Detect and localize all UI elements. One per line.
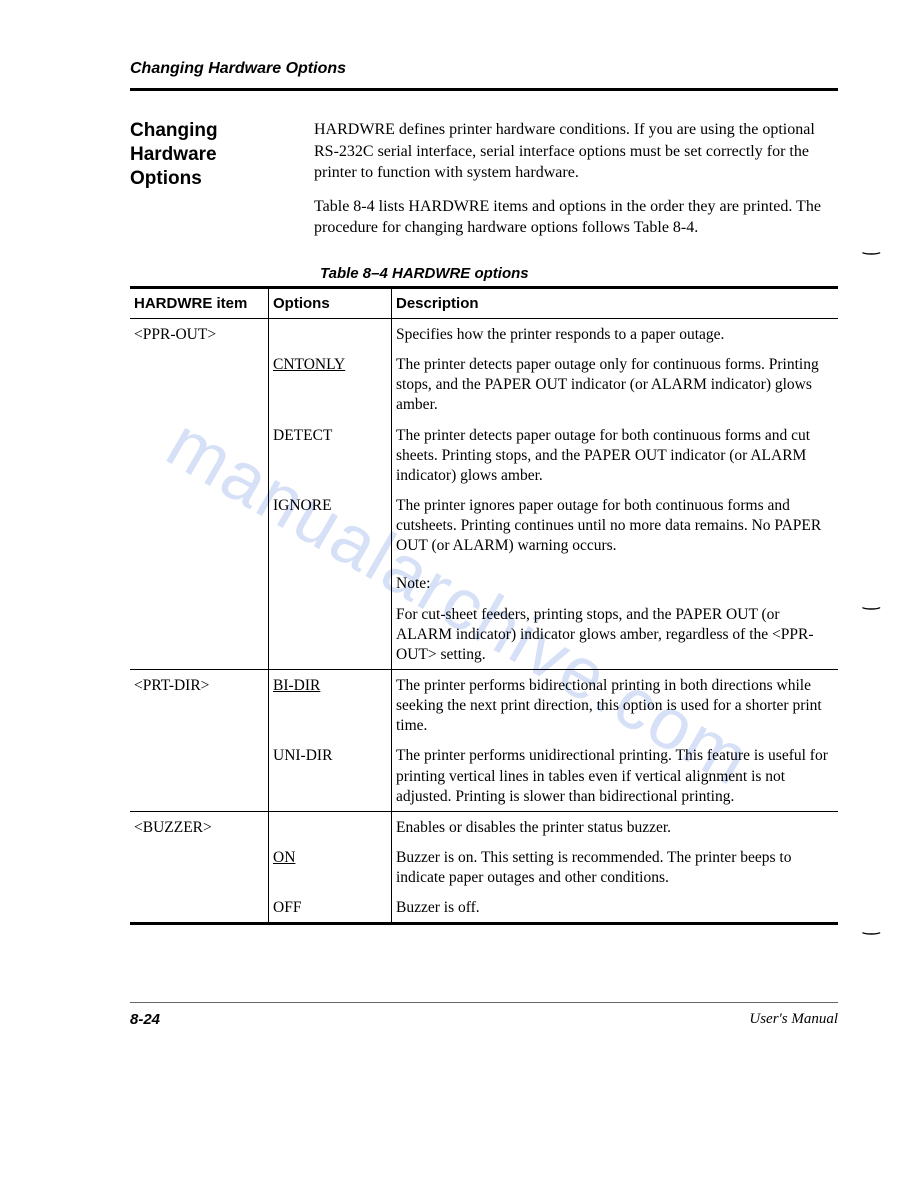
cell-item: [130, 420, 269, 490]
cell-option: [269, 599, 392, 670]
cell-item: [130, 490, 269, 560]
cell-item: <PPR-OUT>: [130, 318, 269, 349]
cell-option-default: CNTONLY: [269, 349, 392, 419]
cell-description: Specifies how the printer responds to a …: [392, 318, 839, 349]
col-header-item: HARDWRE item: [130, 287, 269, 318]
cell-description: Buzzer is off.: [392, 892, 839, 924]
cell-description: The printer performs bidirectional print…: [392, 669, 839, 740]
table-row: IGNORE The printer ignores paper outage …: [130, 490, 838, 560]
cell-option: [269, 811, 392, 842]
table-row: DETECT The printer detects paper outage …: [130, 420, 838, 490]
cell-item: [130, 740, 269, 811]
table-row: Note:: [130, 560, 838, 598]
cell-option-default: ON: [269, 842, 392, 892]
cell-description: The printer detects paper outage for bot…: [392, 420, 839, 490]
table-row: For cut-sheet feeders, printing stops, a…: [130, 599, 838, 670]
cell-option: [269, 318, 392, 349]
cell-option: [269, 560, 392, 598]
cell-option: OFF: [269, 892, 392, 924]
table-row: <BUZZER> Enables or disables the printer…: [130, 811, 838, 842]
section-row: Changing Hardware Options HARDWRE define…: [130, 119, 838, 251]
cell-note: For cut-sheet feeders, printing stops, a…: [392, 599, 839, 670]
table-caption: Table 8–4 HARDWRE options: [320, 265, 838, 282]
table-row: OFF Buzzer is off.: [130, 892, 838, 924]
cell-description: The printer detects paper outage only fo…: [392, 349, 839, 419]
running-header: Changing Hardware Options: [130, 60, 838, 91]
cell-item: [130, 842, 269, 892]
table-row: <PRT-DIR> BI-DIR The printer performs bi…: [130, 669, 838, 740]
cell-option: UNI-DIR: [269, 740, 392, 811]
section-heading: Changing Hardware Options: [130, 119, 290, 251]
table-header-row: HARDWRE item Options Description: [130, 287, 838, 318]
cell-description: The printer performs unidirectional prin…: [392, 740, 839, 811]
page-number: 8-24: [130, 1011, 160, 1028]
cell-item: [130, 892, 269, 924]
intro-para-1: HARDWRE defines printer hardware conditi…: [314, 119, 838, 184]
col-header-description: Description: [392, 287, 839, 318]
page-footer: 8-24 User's Manual: [130, 1002, 838, 1028]
col-header-options: Options: [269, 287, 392, 318]
intro-para-2: Table 8-4 lists HARDWRE items and option…: [314, 196, 838, 239]
hardwre-options-table: HARDWRE item Options Description <PPR-OU…: [130, 286, 838, 925]
cell-option: IGNORE: [269, 490, 392, 560]
section-body: HARDWRE defines printer hardware conditi…: [314, 119, 838, 251]
table-row: CNTONLY The printer detects paper outage…: [130, 349, 838, 419]
cell-description: Enables or disables the printer status b…: [392, 811, 839, 842]
manual-title: User's Manual: [749, 1011, 838, 1028]
cell-note-label: Note:: [392, 560, 839, 598]
cell-item: [130, 560, 269, 598]
cell-item: [130, 599, 269, 670]
cell-item: <PRT-DIR>: [130, 669, 269, 740]
cell-option: DETECT: [269, 420, 392, 490]
table-row: ON Buzzer is on. This setting is recomme…: [130, 842, 838, 892]
table-row: UNI-DIR The printer performs unidirectio…: [130, 740, 838, 811]
cell-item: <BUZZER>: [130, 811, 269, 842]
cell-description: The printer ignores paper outage for bot…: [392, 490, 839, 560]
cell-description: Buzzer is on. This setting is recommende…: [392, 842, 839, 892]
cell-option-default: BI-DIR: [269, 669, 392, 740]
table-row: <PPR-OUT> Specifies how the printer resp…: [130, 318, 838, 349]
document-page: Changing Hardware Options Changing Hardw…: [0, 0, 918, 965]
cell-item: [130, 349, 269, 419]
